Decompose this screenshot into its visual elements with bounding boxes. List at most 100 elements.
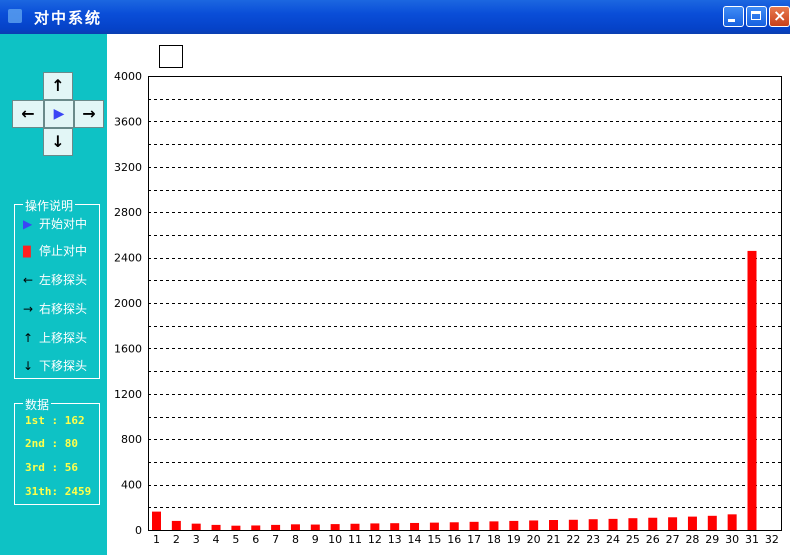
bar xyxy=(370,523,380,530)
op-item-up: ↑ 上移探头 xyxy=(23,329,87,346)
operations-group: 操作说明 ▶ 开始对中 █ 停止对中 ← 左移探头 → 右移探头 ↑ 上移探头 ↓ 下移探头 xyxy=(14,197,100,379)
x-tick-label: 32 xyxy=(765,533,779,546)
op-item-right: → 右移探头 xyxy=(23,300,87,317)
data-value-3rd: 3rd : 56 xyxy=(25,461,78,474)
bar xyxy=(529,520,539,530)
x-tick-label: 14 xyxy=(408,533,422,546)
data-value-2nd: 2nd : 80 xyxy=(25,437,78,450)
data-value-31th: 31th: 2459 xyxy=(25,485,92,498)
indicator-box xyxy=(159,45,183,68)
bar xyxy=(211,524,221,530)
x-tick-label: 7 xyxy=(272,533,279,546)
y-tick-label: 1200 xyxy=(114,388,142,401)
op-label: 开始对中 xyxy=(39,217,88,231)
bar xyxy=(251,525,261,530)
arrow-left-icon: ← xyxy=(23,273,34,287)
bar xyxy=(668,517,678,530)
y-tick-label: 3200 xyxy=(114,161,142,174)
x-tick-label: 28 xyxy=(685,533,699,546)
x-tick-label: 30 xyxy=(725,533,739,546)
y-tick-label: 800 xyxy=(121,433,142,446)
op-label: 右移探头 xyxy=(39,302,88,316)
x-tick-label: 6 xyxy=(252,533,259,546)
arrow-up-icon: ↑ xyxy=(51,76,65,95)
x-tick-label: 1 xyxy=(153,533,160,546)
data-group: 数据 1st : 162 2nd : 80 3rd : 56 31th: 245… xyxy=(14,396,100,505)
y-tick-label: 0 xyxy=(135,524,142,537)
bar xyxy=(449,522,459,530)
bar xyxy=(568,519,578,530)
minimize-button[interactable] xyxy=(723,6,744,27)
x-tick-label: 20 xyxy=(527,533,541,546)
x-tick-label: 3 xyxy=(193,533,200,546)
start-centering-button[interactable]: ▶ xyxy=(44,100,74,128)
x-tick-label: 21 xyxy=(547,533,561,546)
move-up-button[interactable]: ↑ xyxy=(43,72,73,100)
y-tick-label: 2000 xyxy=(114,297,142,310)
op-item-left: ← 左移探头 xyxy=(23,271,87,288)
x-tick-label: 23 xyxy=(586,533,600,546)
close-button[interactable]: × xyxy=(769,6,790,27)
arrow-down-icon: ↓ xyxy=(51,132,65,151)
bar xyxy=(628,518,638,530)
op-label: 停止对中 xyxy=(39,244,88,258)
x-tick-label: 13 xyxy=(388,533,402,546)
x-tick-label: 11 xyxy=(348,533,362,546)
x-tick-label: 22 xyxy=(566,533,580,546)
x-tick-label: 27 xyxy=(666,533,680,546)
y-tick-label: 3600 xyxy=(114,115,142,128)
x-tick-label: 19 xyxy=(507,533,521,546)
move-right-button[interactable]: → xyxy=(74,100,104,128)
bar xyxy=(648,517,658,530)
chart-area: 0 400 800 1200 1600 2000 2400 2800 3200 3600 4000 1… xyxy=(107,34,790,555)
stop-icon: █ xyxy=(23,247,31,258)
control-sidebar: ↑ ← ▶ → ↓ 操作说明 ▶ 开始对中 █ 停止对中 ← 左移探头 → 右移探头 ↑… xyxy=(0,34,107,555)
maximize-button[interactable] xyxy=(746,6,767,27)
arrow-up-icon: ↑ xyxy=(23,331,34,345)
x-tick-label: 17 xyxy=(467,533,481,546)
bar xyxy=(171,520,181,530)
op-item-start: ▶ 开始对中 xyxy=(23,215,87,232)
bar xyxy=(489,521,499,530)
title-bar[interactable]: 对中系统 × xyxy=(0,0,790,34)
x-tick-label: 15 xyxy=(427,533,441,546)
bar xyxy=(152,511,161,530)
x-tick-label: 2 xyxy=(173,533,180,546)
play-icon: ▶ xyxy=(53,106,65,122)
y-tick-label: 400 xyxy=(121,479,142,492)
bar xyxy=(191,523,201,530)
bar xyxy=(707,515,717,530)
y-tick-label: 2800 xyxy=(114,206,142,219)
move-left-button[interactable]: ← xyxy=(12,100,44,128)
op-label: 下移探头 xyxy=(39,359,88,373)
x-tick-label: 5 xyxy=(232,533,239,546)
op-item-down: ↓ 下移探头 xyxy=(23,357,87,374)
bar xyxy=(390,523,400,530)
data-value-1st: 1st : 162 xyxy=(25,414,85,427)
bar xyxy=(410,522,420,530)
arrow-left-icon: ← xyxy=(21,104,35,123)
arrow-down-icon: ↓ xyxy=(23,359,34,373)
x-tick-label: 29 xyxy=(705,533,719,546)
bar-chart: 0 400 800 1200 1600 2000 2400 2800 3200 3600 4000 1… xyxy=(114,70,782,546)
y-tick-label: 2400 xyxy=(114,252,142,265)
bar xyxy=(469,521,479,530)
bar xyxy=(608,518,618,530)
close-icon: × xyxy=(773,6,787,25)
bar xyxy=(429,522,439,530)
data-title: 数据 xyxy=(23,396,52,413)
bar xyxy=(588,519,598,530)
bar xyxy=(231,525,241,530)
move-down-button[interactable]: ↓ xyxy=(43,128,73,156)
x-tick-label: 12 xyxy=(368,533,382,546)
bar xyxy=(330,524,340,530)
app-icon xyxy=(8,9,22,23)
window-title: 对中系统 xyxy=(34,9,103,27)
y-tick-label: 4000 xyxy=(114,70,142,83)
bar xyxy=(747,250,757,530)
x-tick-label: 8 xyxy=(292,533,299,546)
x-tick-label: 9 xyxy=(312,533,319,546)
bar xyxy=(687,516,697,530)
bar xyxy=(271,524,281,530)
